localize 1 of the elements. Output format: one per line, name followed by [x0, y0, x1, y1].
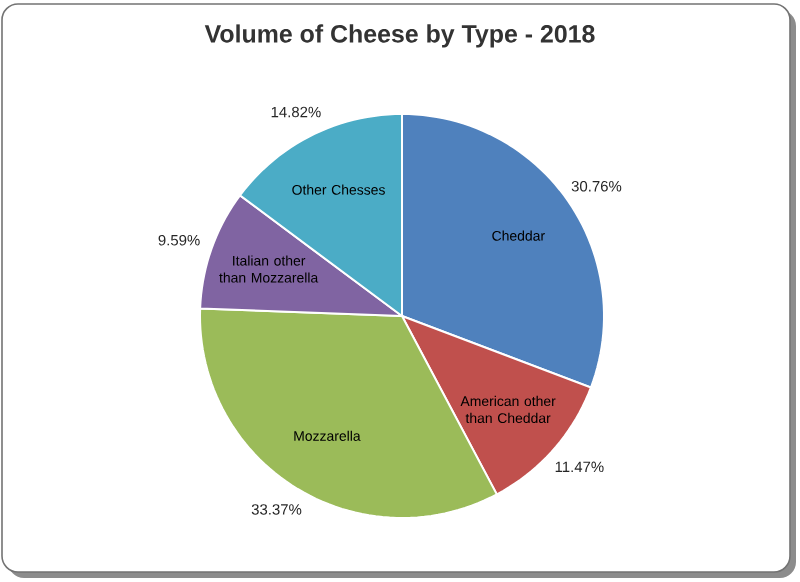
- chart-title: Volume of Cheese by Type - 2018: [204, 24, 595, 48]
